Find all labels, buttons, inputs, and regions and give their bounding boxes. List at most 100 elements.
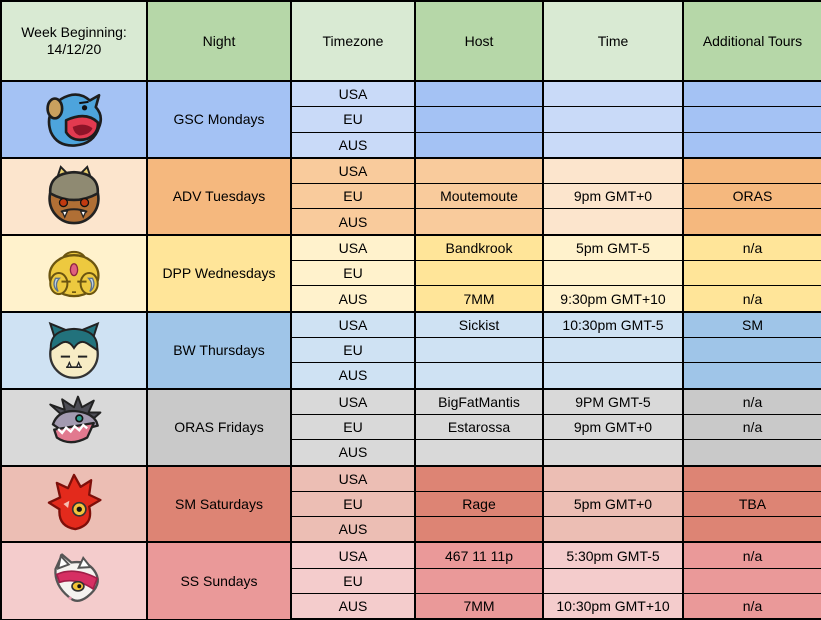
night-cell[interactable]: BW Thursdays <box>146 310 292 390</box>
night-cell[interactable]: ORAS Fridays <box>146 387 292 467</box>
timezone-cell[interactable]: AUS <box>290 592 416 620</box>
pokemon-icon-cell[interactable] <box>0 464 148 543</box>
time-cell[interactable] <box>542 208 684 236</box>
tours-header[interactable]: Additional Tours <box>682 0 821 82</box>
night-cell[interactable]: GSC Mondays <box>146 80 292 159</box>
host-cell[interactable]: 467 11 11p <box>414 541 544 569</box>
night-cell[interactable]: SS Sundays <box>146 541 292 620</box>
pokemon-icon-cell[interactable] <box>0 310 148 390</box>
pokemon-icon-cell[interactable] <box>0 80 148 159</box>
time-cell[interactable] <box>542 464 684 492</box>
time-cell[interactable] <box>542 567 684 594</box>
host-cell[interactable] <box>414 439 544 467</box>
timezone-cell[interactable]: USA <box>290 387 416 415</box>
tours-cell[interactable]: n/a <box>682 285 821 313</box>
timezone-cell[interactable]: EU <box>290 567 416 594</box>
tours-cell[interactable] <box>682 567 821 594</box>
time-cell[interactable] <box>542 156 684 185</box>
host-cell[interactable] <box>414 464 544 492</box>
host-cell[interactable] <box>414 567 544 594</box>
tours-cell[interactable]: TBA <box>682 490 821 518</box>
tours-cell[interactable] <box>682 106 821 133</box>
time-cell[interactable] <box>542 260 684 287</box>
timezone-cell[interactable]: AUS <box>290 439 416 467</box>
time-cell[interactable]: 10:30pm GMT-5 <box>542 310 684 339</box>
timezone-cell[interactable]: USA <box>290 310 416 339</box>
host-cell[interactable]: Moutemoute <box>414 183 544 210</box>
time-cell[interactable]: 9pm GMT+0 <box>542 413 684 441</box>
tours-cell[interactable]: n/a <box>682 233 821 262</box>
timezone-cell[interactable]: EU <box>290 260 416 287</box>
pokemon-icon-cell[interactable] <box>0 541 148 620</box>
host-cell[interactable]: Estarossa <box>414 413 544 441</box>
host-cell[interactable] <box>414 131 544 159</box>
timezone-cell[interactable]: AUS <box>290 131 416 159</box>
timezone-cell[interactable]: AUS <box>290 362 416 390</box>
time-cell[interactable] <box>542 106 684 133</box>
host-cell[interactable]: BigFatMantis <box>414 387 544 415</box>
time-cell[interactable]: 5pm GMT-5 <box>542 233 684 262</box>
tours-cell[interactable] <box>682 464 821 492</box>
pokemon-icon-cell[interactable] <box>0 233 148 313</box>
time-cell[interactable]: 9:30pm GMT+10 <box>542 285 684 313</box>
time-cell[interactable]: 10:30pm GMT+10 <box>542 592 684 620</box>
tours-cell[interactable] <box>682 362 821 390</box>
pokemon-icon-cell[interactable] <box>0 156 148 236</box>
night-cell[interactable]: SM Saturdays <box>146 464 292 543</box>
tours-cell[interactable]: n/a <box>682 541 821 569</box>
timezone-cell[interactable]: USA <box>290 80 416 108</box>
tours-cell[interactable] <box>682 208 821 236</box>
timezone-cell[interactable]: EU <box>290 106 416 133</box>
tours-cell[interactable] <box>682 516 821 543</box>
pokemon-icon-cell[interactable] <box>0 387 148 467</box>
host-cell[interactable] <box>414 208 544 236</box>
tours-cell[interactable] <box>682 260 821 287</box>
timezone-cell[interactable]: USA <box>290 464 416 492</box>
host-header[interactable]: Host <box>414 0 544 82</box>
host-cell[interactable] <box>414 106 544 133</box>
time-cell[interactable]: 9PM GMT-5 <box>542 387 684 415</box>
host-cell[interactable] <box>414 516 544 543</box>
timezone-cell[interactable]: AUS <box>290 516 416 543</box>
tours-cell[interactable] <box>682 156 821 185</box>
timezone-cell[interactable]: EU <box>290 490 416 518</box>
time-cell[interactable] <box>542 439 684 467</box>
time-cell[interactable]: 5pm GMT+0 <box>542 490 684 518</box>
host-cell[interactable]: 7MM <box>414 285 544 313</box>
night-cell[interactable]: ADV Tuesdays <box>146 156 292 236</box>
host-cell[interactable]: Rage <box>414 490 544 518</box>
time-cell[interactable] <box>542 80 684 108</box>
host-cell[interactable] <box>414 260 544 287</box>
tours-cell[interactable] <box>682 337 821 364</box>
time-cell[interactable] <box>542 362 684 390</box>
time-cell[interactable] <box>542 131 684 159</box>
time-cell[interactable]: 9pm GMT+0 <box>542 183 684 210</box>
week-beginning-header[interactable]: Week Beginning: 14/12/20 <box>0 0 148 82</box>
timezone-cell[interactable]: EU <box>290 337 416 364</box>
tours-cell[interactable]: SM <box>682 310 821 339</box>
host-cell[interactable] <box>414 337 544 364</box>
tours-cell[interactable]: n/a <box>682 592 821 620</box>
tours-cell[interactable]: n/a <box>682 413 821 441</box>
tours-cell[interactable] <box>682 439 821 467</box>
tours-cell[interactable]: ORAS <box>682 183 821 210</box>
night-header[interactable]: Night <box>146 0 292 82</box>
tours-cell[interactable]: n/a <box>682 387 821 415</box>
timezone-cell[interactable]: USA <box>290 233 416 262</box>
timezone-cell[interactable]: EU <box>290 183 416 210</box>
tours-cell[interactable] <box>682 80 821 108</box>
timezone-cell[interactable]: EU <box>290 413 416 441</box>
time-header[interactable]: Time <box>542 0 684 82</box>
host-cell[interactable]: Bandkrook <box>414 233 544 262</box>
night-cell[interactable]: DPP Wednesdays <box>146 233 292 313</box>
host-cell[interactable]: Sickist <box>414 310 544 339</box>
timezone-cell[interactable]: AUS <box>290 285 416 313</box>
host-cell[interactable]: 7MM <box>414 592 544 620</box>
timezone-cell[interactable]: AUS <box>290 208 416 236</box>
host-cell[interactable] <box>414 80 544 108</box>
timezone-cell[interactable]: USA <box>290 156 416 185</box>
timezone-header[interactable]: Timezone <box>290 0 416 82</box>
time-cell[interactable] <box>542 516 684 543</box>
time-cell[interactable] <box>542 337 684 364</box>
host-cell[interactable] <box>414 362 544 390</box>
